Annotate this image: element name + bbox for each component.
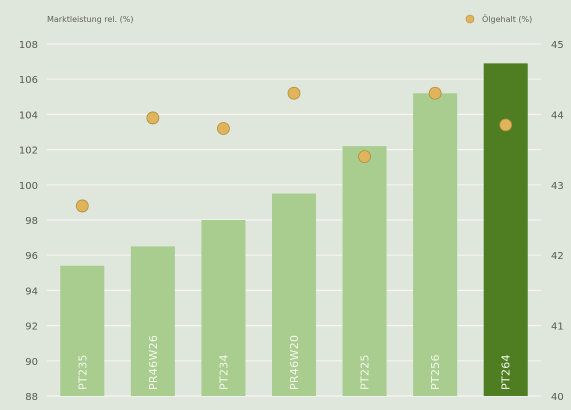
chart-header: Marktleistung rel. (%) Ölgehalt (%) — [47, 14, 532, 24]
legend-label: Ölgehalt (%) — [482, 14, 532, 24]
left-tick-label: 104 — [19, 110, 38, 121]
left-axis-title: Marktleistung rel. (%) — [47, 15, 133, 24]
left-tick-label: 94 — [25, 286, 38, 297]
bar-category-label: PT235 — [76, 354, 89, 390]
axes: 88 90 92 94 96 98 100 102 104 106 108 40 41 42 43 44 45 — [19, 40, 564, 403]
oil-point — [499, 118, 513, 132]
right-tick-label: 41 — [551, 322, 564, 333]
bar-category-label: PR46W20 — [288, 335, 301, 390]
bar-category-label: PT225 — [359, 354, 372, 390]
bar-category-label: PT256 — [429, 354, 442, 390]
bar-category-label: PT264 — [500, 354, 513, 390]
oil-point — [75, 199, 89, 213]
bar — [130, 246, 175, 396]
right-tick-label: 44 — [551, 110, 564, 121]
bar-category-label: PT234 — [217, 354, 230, 390]
bar — [201, 220, 246, 396]
bar — [60, 265, 105, 396]
bar-category-label: PR46W26 — [147, 335, 160, 390]
right-tick-label: 42 — [551, 251, 564, 262]
left-tick-label: 90 — [25, 357, 38, 368]
left-tick-label: 100 — [19, 181, 38, 192]
bar — [483, 63, 528, 397]
left-tick-label: 108 — [19, 40, 38, 51]
bar — [413, 93, 458, 396]
oil-point — [428, 86, 442, 100]
right-tick-label: 45 — [551, 40, 564, 51]
legend-point-icon — [465, 14, 475, 24]
left-tick-label: 106 — [19, 75, 38, 86]
bar — [342, 146, 387, 396]
left-tick-label: 92 — [25, 322, 38, 333]
bars: PT235 PR46W26 PT234 PR46W20 PT225 PT256 PT264 — [60, 63, 528, 397]
left-tick-label: 88 — [25, 392, 38, 403]
left-tick-label: 102 — [19, 146, 38, 157]
right-tick-label: 40 — [551, 392, 564, 403]
oil-point — [146, 111, 160, 125]
right-tick-label: 43 — [551, 181, 564, 192]
left-tick-label: 98 — [25, 216, 38, 227]
left-tick-label: 96 — [25, 251, 38, 262]
bar — [272, 193, 316, 396]
oil-point — [287, 86, 301, 100]
oil-points — [75, 86, 513, 213]
oil-point — [358, 150, 371, 164]
oil-point — [217, 122, 230, 135]
